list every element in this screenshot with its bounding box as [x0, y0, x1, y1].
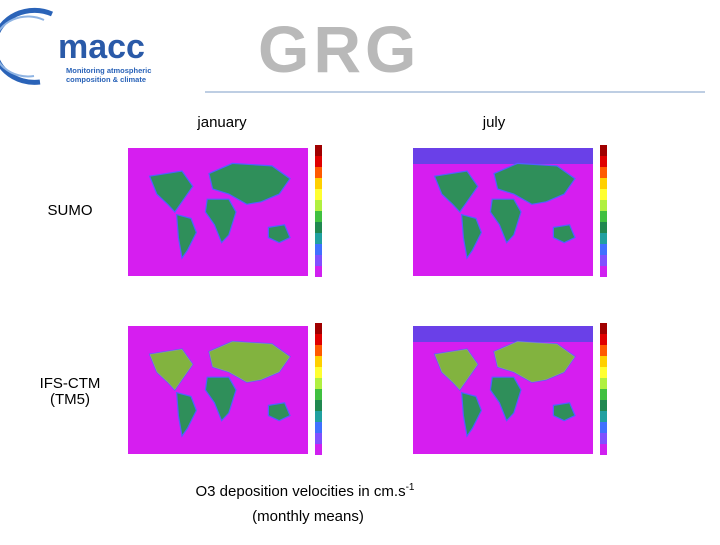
colorbar-cell — [600, 367, 607, 378]
colorbar-cell — [600, 255, 607, 266]
logo-arc-inner — [0, 15, 45, 78]
map-panel — [395, 140, 615, 290]
colorbar-cell — [600, 156, 607, 167]
continent — [489, 198, 522, 244]
partner-logo: GRG — [258, 12, 420, 86]
colorbar-cell — [315, 356, 322, 367]
map-panel — [395, 318, 615, 468]
colorbar-cell — [600, 411, 607, 422]
colorbar-cell — [600, 145, 607, 156]
colorbar-cell — [315, 266, 322, 277]
high-region — [494, 341, 575, 383]
continent — [208, 162, 291, 205]
caption-text: O3 deposition velocities in cm.s — [195, 483, 405, 500]
colorbar-cell — [315, 200, 322, 211]
caption: O3 deposition velocities in cm.s-1 — [195, 482, 414, 500]
colorbar-cell — [315, 389, 322, 400]
caption-superscript: -1 — [406, 482, 415, 493]
colorbar-cell — [315, 211, 322, 222]
colorbar-cell — [600, 400, 607, 411]
colorbar-cell — [315, 334, 322, 345]
continent — [148, 348, 194, 391]
logo-subtitle: composition & climate — [66, 75, 146, 84]
logo-subtitle: Monitoring atmospheric — [66, 66, 151, 75]
colorbar-cell — [600, 233, 607, 244]
colorbar-cell — [315, 411, 322, 422]
row-label: SUMO — [48, 202, 93, 219]
logo-text: macc — [58, 28, 145, 66]
column-label: july — [482, 114, 506, 131]
high-region — [209, 341, 290, 383]
colorbar-cell — [600, 444, 607, 455]
high-region — [434, 349, 478, 390]
map-band — [413, 326, 593, 342]
colorbar-cell — [315, 367, 322, 378]
colorbar-cell — [600, 323, 607, 334]
logo-arc — [0, 7, 54, 85]
colorbar-cell — [315, 422, 322, 433]
colorbar-cell — [315, 345, 322, 356]
colorbar-cell — [600, 178, 607, 189]
caption: (monthly means) — [252, 508, 364, 525]
map-band — [413, 148, 593, 164]
colorbar-cell — [600, 356, 607, 367]
continent — [267, 224, 291, 244]
colorbar-cell — [600, 167, 607, 178]
colorbar-cell — [600, 378, 607, 389]
colorbar-cell — [600, 345, 607, 356]
colorbar-cell — [600, 200, 607, 211]
continent — [493, 162, 576, 205]
colorbar-cell — [600, 334, 607, 345]
continent — [493, 340, 576, 383]
colorbar-cell — [600, 222, 607, 233]
high-region — [149, 349, 193, 390]
continent — [175, 213, 198, 260]
map-panel — [110, 140, 330, 290]
colorbar-cell — [315, 167, 322, 178]
colorbar-cell — [600, 244, 607, 255]
colorbar-cell — [315, 233, 322, 244]
continent — [204, 376, 237, 422]
colorbar-cell — [315, 189, 322, 200]
continent — [460, 391, 483, 438]
continent — [148, 170, 194, 213]
continent — [460, 213, 483, 260]
continent — [208, 340, 291, 383]
colorbar-cell — [315, 433, 322, 444]
colorbar-cell — [600, 189, 607, 200]
colorbar-cell — [315, 222, 322, 233]
colorbar-cell — [600, 422, 607, 433]
column-label: january — [196, 114, 247, 131]
continent — [489, 376, 522, 422]
continent — [552, 402, 576, 422]
continent — [552, 224, 576, 244]
row-label: IFS-CTM — [40, 375, 101, 392]
colorbar-cell — [315, 255, 322, 266]
macc-logo: macc Monitoring atmospheric composition … — [0, 7, 151, 85]
row-label: (TM5) — [50, 391, 90, 408]
colorbar-cell — [315, 145, 322, 156]
colorbar-cell — [315, 156, 322, 167]
colorbar-cell — [600, 389, 607, 400]
colorbar-cell — [315, 444, 322, 455]
colorbar-cell — [315, 244, 322, 255]
colorbar-cell — [315, 178, 322, 189]
colorbar-cell — [600, 433, 607, 444]
map-panel — [110, 318, 330, 468]
continent — [175, 391, 198, 438]
colorbar-cell — [315, 323, 322, 334]
map-panels — [110, 140, 615, 468]
colorbar-cell — [600, 266, 607, 277]
continent — [204, 198, 237, 244]
colorbar-cell — [315, 400, 322, 411]
colorbar-cell — [600, 211, 607, 222]
continent — [433, 348, 479, 391]
continent — [267, 402, 291, 422]
colorbar-cell — [315, 378, 322, 389]
continent — [433, 170, 479, 213]
